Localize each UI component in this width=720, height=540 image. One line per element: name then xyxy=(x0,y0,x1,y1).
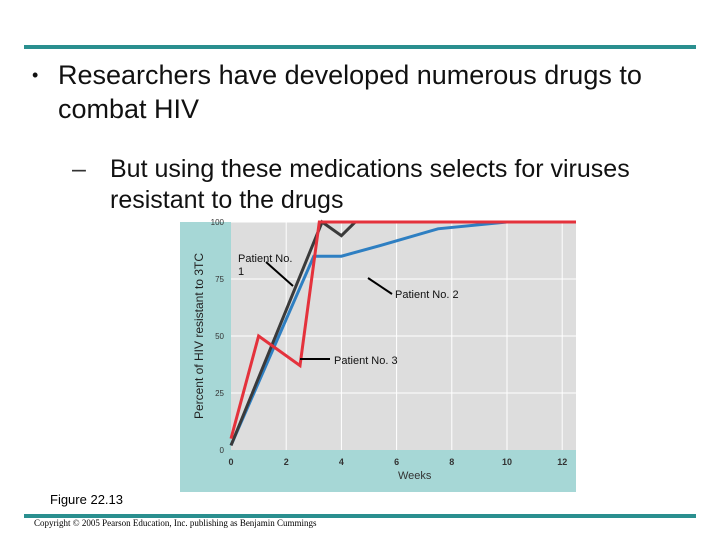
bullet-marker: • xyxy=(32,65,39,85)
x-tick-label: 0 xyxy=(228,457,233,467)
leader-line-patient-1 xyxy=(265,261,294,287)
x-axis-title: Weeks xyxy=(398,470,432,482)
x-tick-label: 8 xyxy=(449,457,454,467)
series-label-patient-2: Patient No. 2 xyxy=(395,289,459,301)
y-tick-label: 75 xyxy=(215,275,224,284)
bullet-text: Researchers have developed numerous drug… xyxy=(58,60,642,124)
figure-label: Figure 22.13 xyxy=(50,492,123,507)
x-tick-label: 12 xyxy=(557,457,567,467)
x-tick-label: 10 xyxy=(502,457,512,467)
series-label-patient-3: Patient No. 3 xyxy=(334,355,398,367)
x-tick-label: 4 xyxy=(339,457,344,467)
sub-bullet: – But using these medications selects for… xyxy=(72,154,712,216)
copyright-notice: Copyright © 2005 Pearson Education, Inc.… xyxy=(34,518,317,528)
y-tick-label: 25 xyxy=(215,389,224,398)
bottom-rule xyxy=(24,514,696,518)
x-tick-label: 2 xyxy=(284,457,289,467)
y-tick-label: 100 xyxy=(211,218,225,227)
y-tick-label: 0 xyxy=(220,446,225,455)
sub-bullet-marker: – xyxy=(72,155,86,183)
sub-bullet-text: But using these medications selects for … xyxy=(110,155,630,214)
series-line-patient-3 xyxy=(229,220,576,439)
y-axis-title: Percent of HIV resistant to 3TC xyxy=(192,252,206,420)
y-tick-label: 50 xyxy=(215,332,224,341)
leader-line-patient-2 xyxy=(367,277,393,295)
x-tick-label: 6 xyxy=(394,457,399,467)
top-rule xyxy=(24,45,696,49)
series-label-patient-1: Patient No. 1 xyxy=(238,253,293,278)
bullet-point: • Researchers have developed numerous dru… xyxy=(32,58,692,126)
